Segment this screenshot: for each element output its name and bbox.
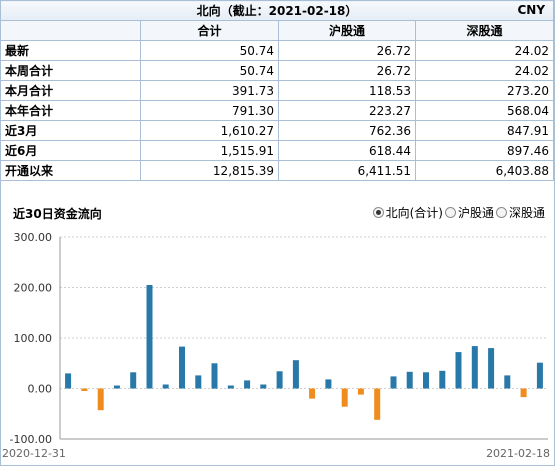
bar <box>309 388 316 399</box>
row-label: 最新 <box>0 40 141 61</box>
table-row: 近3月 1,610.27 762.36 847.91 <box>0 120 555 141</box>
bar <box>488 348 495 389</box>
series-selector: 北向(合计) 沪股通 深股通 <box>372 204 545 221</box>
bar <box>439 370 446 389</box>
chart-title: 近30日资金流向 <box>13 207 102 221</box>
row-label: 本月合计 <box>0 80 141 101</box>
cell-shenzhen: 24.02 <box>414 40 555 61</box>
cell-shanghai: 6,411.51 <box>278 160 416 181</box>
bar <box>130 372 137 389</box>
series-option-northbound[interactable]: 北向(合计) <box>372 204 443 221</box>
cell-shenzhen: 847.91 <box>414 120 555 141</box>
bar <box>179 346 185 389</box>
radio-icon[interactable] <box>372 207 384 218</box>
table-row: 本年合计 791.30 223.27 568.04 <box>0 100 555 121</box>
cell-total: 50.74 <box>140 40 279 61</box>
row-label: 本周合计 <box>0 60 141 81</box>
bar <box>97 388 104 411</box>
table-row: 本月合计 391.73 118.53 273.20 <box>0 80 555 101</box>
summary-table: 北向（截止：2021-02-18） CNY 合计 沪股通 深股通 最新 50.7… <box>0 0 555 181</box>
row-label: 开通以来 <box>0 160 141 181</box>
currency-label: CNY <box>517 3 546 17</box>
summary-title-cell: 北向（截止：2021-02-18） CNY <box>0 0 555 21</box>
bar <box>227 385 234 389</box>
column-header-shanghai: 沪股通 <box>278 20 416 41</box>
series-option-label: 沪股通 <box>457 206 494 220</box>
bar <box>81 388 88 391</box>
bar <box>341 388 348 407</box>
bar <box>504 375 511 389</box>
bar <box>390 376 397 389</box>
bar <box>357 388 364 395</box>
bar <box>520 388 527 398</box>
bar <box>455 352 462 389</box>
bar <box>162 384 169 389</box>
bar <box>536 362 543 389</box>
bar <box>244 380 251 389</box>
cell-total: 391.73 <box>140 80 279 101</box>
cell-total: 1,515.91 <box>140 140 279 161</box>
bar <box>65 373 72 389</box>
cell-shenzhen: 897.46 <box>414 140 555 161</box>
summary-header: 北向（截止：2021-02-18） CNY <box>0 0 555 21</box>
table-row: 最新 50.74 26.72 24.02 <box>0 40 555 61</box>
y-tick-label: 100.00 <box>14 332 53 345</box>
table-row: 本周合计 50.74 26.72 24.02 <box>0 60 555 81</box>
bar <box>406 371 413 389</box>
cell-shanghai: 26.72 <box>278 40 416 61</box>
cell-shanghai: 618.44 <box>278 140 416 161</box>
radio-icon[interactable] <box>495 207 507 218</box>
cell-shanghai: 223.27 <box>278 100 416 121</box>
bar <box>325 379 332 389</box>
bar <box>195 375 202 389</box>
bar <box>423 372 429 389</box>
radio-icon[interactable] <box>444 207 456 218</box>
summary-title: 北向（截止：2021-02-18） <box>196 4 358 18</box>
cell-total: 1,610.27 <box>140 120 279 141</box>
cell-shenzhen: 24.02 <box>414 60 555 81</box>
y-tick-label: 300.00 <box>14 231 53 244</box>
y-tick-label: 0.00 <box>28 383 53 396</box>
bar <box>292 360 299 389</box>
series-option-label: 深股通 <box>508 206 545 220</box>
bar <box>471 346 478 389</box>
row-label: 本年合计 <box>0 100 141 121</box>
bar <box>113 385 120 389</box>
table-row: 开通以来 12,815.39 6,411.51 6,403.88 <box>0 160 555 181</box>
cell-total: 50.74 <box>140 60 279 81</box>
row-label: 近3月 <box>0 120 141 141</box>
column-header-row: 合计 沪股通 深股通 <box>0 20 555 41</box>
column-header-total: 合计 <box>140 20 279 41</box>
bar <box>260 384 267 389</box>
series-option-shenzhen[interactable]: 深股通 <box>495 204 545 221</box>
row-label: 近6月 <box>0 140 141 161</box>
bar <box>211 363 218 389</box>
x-tick-label-end: 2021-02-18 <box>486 447 550 460</box>
table-row: 近6月 1,515.91 618.44 897.46 <box>0 140 555 161</box>
cell-shanghai: 26.72 <box>278 60 416 81</box>
cell-shenzhen: 273.20 <box>414 80 555 101</box>
cell-shenzhen: 6,403.88 <box>414 160 555 181</box>
x-tick-label-start: 2020-12-31 <box>2 447 66 460</box>
cell-shenzhen: 568.04 <box>414 100 555 121</box>
bar <box>276 371 283 389</box>
bar <box>146 285 153 389</box>
cell-shanghai: 762.36 <box>278 120 416 141</box>
cell-total: 12,815.39 <box>140 160 279 181</box>
y-tick-label: 200.00 <box>14 282 53 295</box>
series-option-label: 北向(合计) <box>385 206 443 220</box>
cell-total: 791.30 <box>140 100 279 121</box>
cell-shanghai: 118.53 <box>278 80 416 101</box>
bar <box>374 388 381 420</box>
column-header-blank <box>0 20 141 41</box>
series-option-shanghai[interactable]: 沪股通 <box>444 204 494 221</box>
y-tick-label: -100.00 <box>10 433 52 446</box>
column-header-shenzhen: 深股通 <box>414 20 555 41</box>
